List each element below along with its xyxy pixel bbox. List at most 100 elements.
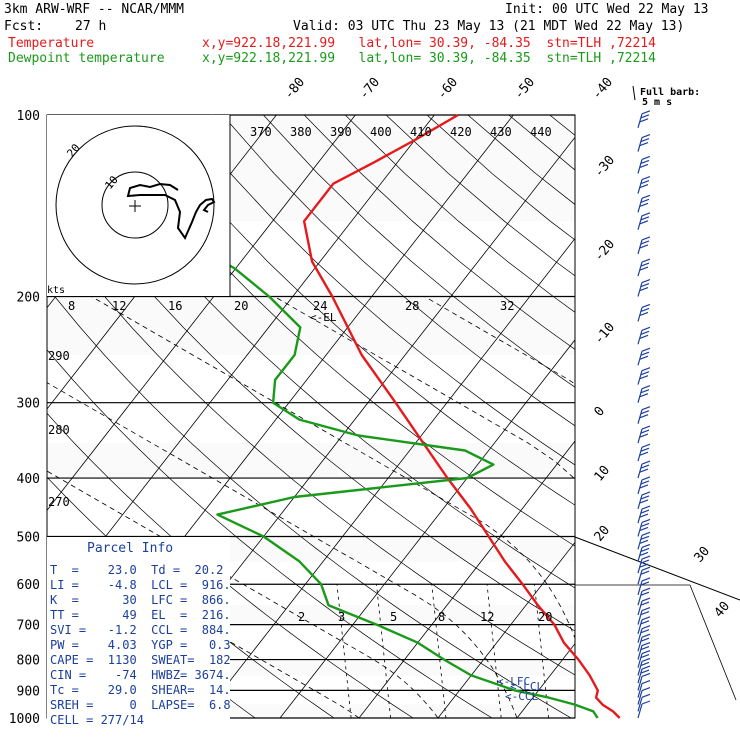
wind-barb [637,657,651,676]
parcel-row: K = 30 LFC = 866. [50,593,231,607]
forecast-hour: 27 h [75,19,107,34]
pressure-tick-label: 700 [17,619,40,634]
mixing-ratio-label: 20 [538,610,552,624]
wind-barb [637,700,651,719]
wind-barb [637,672,651,691]
theta-label: 400 [370,125,392,139]
wind-legend-line2: 5 m s [642,97,672,108]
parcel-row: CELL = 277/14 [50,713,144,727]
isotherm-label: -50 [512,75,539,103]
wind-barb [637,633,651,652]
dry-adiabat-line [47,349,493,718]
dry-adiabat-line [140,115,575,506]
temperature-location: x,y=922.18,221.99 lat,lon= 30.39, -84.35… [202,36,656,51]
dewpoint-profile-line [182,114,599,719]
wind-barb [637,476,651,495]
speed-tick-label: 24 [313,299,327,313]
pressure-tick-label: 900 [17,684,40,699]
theta-label: 380 [290,125,312,139]
mixing-ratio-label: 3 [338,610,345,624]
temperature-legend-label: Temperature [8,36,95,51]
parcel-row: SVI = -1.2 CCL = 884. [50,623,231,637]
moist-adiabat-line [424,296,575,385]
wind-barb [637,577,651,596]
wind-barb [637,642,651,660]
isotherm-label: 10 [592,463,614,485]
level-annotations: <-EL <-LFC <-CCL <-LCL [310,311,543,703]
pressure-tick-label: 400 [17,472,40,487]
theta-label: 420 [450,125,472,139]
parcel-row: LI = -4.8 LCL = 916. [50,578,231,592]
moist-adiabat-line [91,296,575,640]
wind-barb [637,194,651,213]
wind-barb [637,367,651,385]
temperature-profile-line [302,113,621,719]
dry-adiabat-line [58,115,575,589]
model-title: 3km ARW-WRF -- NCAR/MMM [4,2,185,17]
hodograph-trace [126,182,216,241]
theta-label: 430 [490,125,512,139]
wind-barb [637,155,651,174]
wind-barb [637,258,651,277]
theta-label: 410 [410,125,432,139]
parcel-row: CIN = -74 HWBZ= 3674. [50,668,231,682]
isotherm-label: -10 [592,320,619,348]
isotherm-label: -40 [590,75,617,103]
plot-border [46,114,576,719]
pressure-tick-label: 100 [17,109,40,124]
speed-tick-label: 8 [68,299,75,313]
wind-barb [637,625,651,643]
parcel-row: CAPE = 1130 SWEAT= 182 [50,653,231,667]
mixing-ratio-label: 2 [298,610,305,624]
wind-barb [637,531,651,550]
wind-barb [637,443,651,462]
isotherm-line [200,237,575,718]
wind-barb [637,566,651,585]
speed-tick-label: 12 [112,299,126,313]
isotherm-label: -80 [282,75,309,103]
isotherm-label: -60 [435,75,462,103]
theta-e-label: 270 [48,495,70,509]
wind-barb [637,555,651,574]
parcel-row: TT = 49 EL = 216. [50,608,231,622]
wind-barb [637,616,651,634]
mixing-ratio-label: 5 [390,610,397,624]
mixing-ratio-line [486,584,502,718]
parcel-row: T = 23.0 Td = 20.2 [50,563,223,577]
moist-adiabat-line [274,296,575,480]
theta-label: 440 [530,125,552,139]
wind-barb [637,326,651,345]
wind-barb [637,665,651,684]
dry-adiabat-line [222,115,575,427]
wind-barb [637,278,651,297]
dry-adiabat-line [672,115,740,731]
wind-barb-column [637,110,651,719]
el-annotation: <-EL [310,311,337,324]
hodograph: 20 10 kts [47,115,231,296]
parcel-row: PW = 4.03 YGP = 0.3 [50,638,231,652]
dewpoint-legend-label: Dewpoint temperature [8,51,165,66]
isotherm-label: 0 [592,404,609,420]
dry-adiabat-line [263,115,575,388]
wind-barb [637,406,651,424]
mixing-ratio-line [534,584,549,718]
isotherm-label: -70 [357,75,384,103]
profile-layer [182,113,621,719]
pressure-tick-label: 800 [17,654,40,669]
isotherm-line [675,115,740,718]
pressure-tick-label: 500 [17,530,40,545]
init-time: Init: 00 UTC Wed 22 May 13 [505,2,709,17]
speed-tick-label: 32 [500,299,514,313]
wind-barb [637,110,651,128]
wind-barb [637,597,651,616]
dry-adiabat-line [591,115,740,731]
wind-legend: Full barb: 5 m s [632,85,700,108]
hodograph-kts-label: kts [47,285,65,296]
shear-guide-line [574,536,740,601]
valid-time: Valid: 03 UTC Thu 23 May 13 (21 MDT Wed … [293,19,685,34]
parcel-row: Tc = 29.0 SHEAR= 14. [50,683,231,697]
wind-barb [637,236,651,255]
isotherm-line [358,440,575,718]
speed-tick-label: 28 [405,299,419,313]
wind-barb [637,687,651,705]
